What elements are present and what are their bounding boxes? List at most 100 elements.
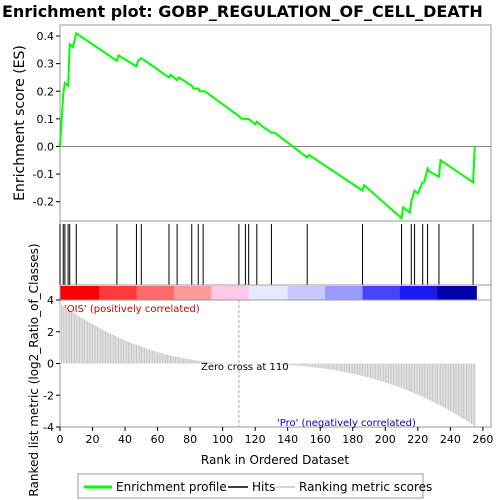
heat-cell (199, 286, 202, 300)
heat-cell (474, 286, 477, 300)
heat-cell (318, 286, 321, 300)
heat-cell (399, 286, 403, 300)
x-tick-label: 240 (440, 433, 461, 446)
heat-cell (92, 286, 95, 300)
heat-cell (373, 286, 377, 300)
heat-cell (73, 286, 76, 300)
heat-cell (369, 286, 372, 300)
heat-cell (164, 286, 167, 300)
ranked-y-tick-label: 0 (47, 358, 54, 371)
heat-cell (234, 286, 237, 300)
heat-cell (312, 286, 315, 300)
heat-cell (196, 286, 199, 300)
es-y-tick-label: 0.3 (37, 58, 55, 71)
x-tick-label: 100 (212, 433, 233, 446)
heat-cell (74, 286, 77, 300)
heat-cell (138, 286, 141, 300)
heat-cell (338, 286, 341, 300)
heat-cell (263, 286, 266, 300)
heat-cell (326, 286, 329, 300)
ranked-y-tick-label: 2 (47, 326, 54, 339)
heat-cell (260, 286, 263, 300)
heat-cell (71, 286, 74, 300)
es-y-tick-label: 0.4 (37, 30, 55, 43)
heat-cell (177, 286, 180, 300)
heat-cell (82, 286, 85, 300)
x-tick-label: 160 (310, 433, 331, 446)
heat-cell (424, 286, 427, 300)
heat-cell (417, 286, 420, 300)
heat-cell (240, 286, 243, 300)
heat-cell (115, 286, 118, 300)
heat-cell (89, 286, 92, 300)
heat-cell (248, 286, 251, 300)
heat-cell (432, 286, 435, 300)
heat-cell (316, 286, 320, 300)
heat-cell (129, 286, 133, 300)
heat-cell (339, 286, 342, 300)
heat-cell (198, 286, 201, 300)
heat-cell (255, 286, 258, 300)
heat-cell (193, 286, 196, 300)
heat-cell (108, 286, 111, 300)
es-y-ticks: -0.2 -0.1 0.0 0.1 0.2 0.3 0.4 (33, 30, 60, 209)
heat-cell (211, 286, 214, 300)
heat-cell (372, 286, 375, 300)
heat-cell (149, 286, 152, 300)
heat-cell (443, 286, 446, 300)
heat-cell (289, 286, 292, 300)
heat-cell (323, 286, 326, 300)
heat-cell (178, 286, 181, 300)
heat-cell (315, 286, 318, 300)
heat-cell (427, 286, 430, 300)
x-tick-label: 120 (245, 433, 266, 446)
heat-cell (365, 286, 368, 300)
heat-cell (276, 286, 279, 300)
heat-cell (408, 286, 411, 300)
heat-cell (134, 286, 137, 300)
heat-cell (128, 286, 131, 300)
heat-cell (123, 286, 126, 300)
hits-marks (59, 224, 474, 285)
heat-cell (112, 286, 115, 300)
legend-hits-label: Hits (252, 480, 275, 494)
heat-cell (279, 286, 282, 300)
heat-cell (81, 286, 84, 300)
heat-cell (256, 286, 259, 300)
x-tick-label: 60 (151, 433, 165, 446)
heat-cell (118, 286, 121, 300)
heat-cell (401, 286, 404, 300)
heat-cell (204, 286, 207, 300)
legend-enrichment-label: Enrichment profile (116, 480, 227, 494)
x-axis-label: Rank in Ordered Dataset (201, 453, 349, 467)
heat-cell (297, 286, 300, 300)
heat-cell (86, 286, 89, 300)
heat-cell (90, 286, 94, 300)
heat-cell (403, 286, 406, 300)
heat-cell (328, 286, 331, 300)
heat-cell (357, 286, 360, 300)
pos-correlated-label: 'OIS' (positively correlated) (64, 304, 200, 315)
x-tick-label: 180 (342, 433, 363, 446)
heat-cell (141, 286, 144, 300)
heat-cell (214, 286, 217, 300)
heat-cell (250, 286, 253, 300)
heat-cell (181, 286, 185, 300)
heat-cell (173, 286, 176, 300)
heat-cell (375, 286, 378, 300)
heat-cell (404, 286, 407, 300)
heat-cell (341, 286, 344, 300)
heat-cell (377, 286, 380, 300)
heat-cell (347, 286, 351, 300)
heat-cell (188, 286, 191, 300)
x-tick-label: 20 (86, 433, 100, 446)
heat-cell (266, 286, 269, 300)
heat-cell (68, 286, 71, 300)
heat-cell (157, 286, 160, 300)
heat-cell (409, 286, 412, 300)
heat-cell (302, 286, 305, 300)
heat-cell (447, 286, 450, 300)
heat-cell (395, 286, 398, 300)
heat-cell (273, 286, 276, 300)
